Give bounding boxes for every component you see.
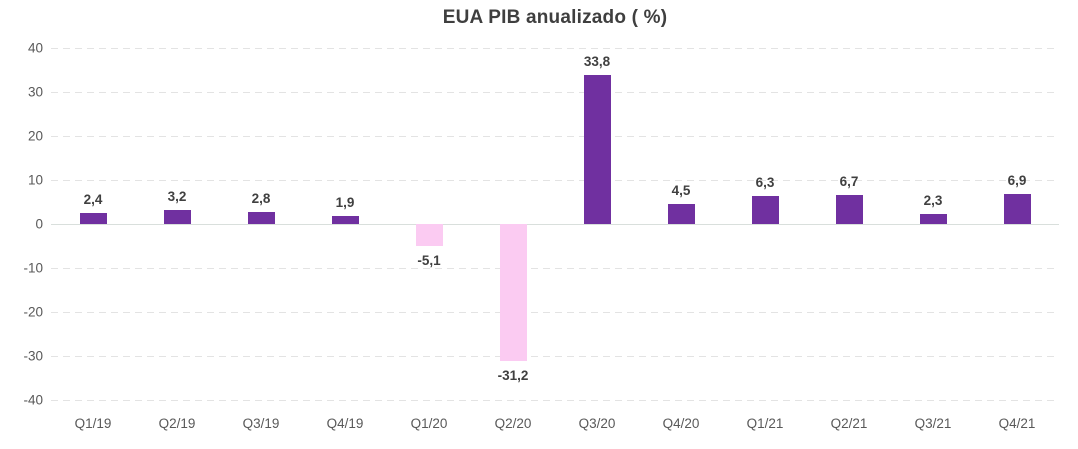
- gridline: [51, 268, 1059, 269]
- bar-Q4-20: [667, 204, 695, 224]
- bar-Q4-19: [331, 215, 359, 224]
- data-label: 4,5: [671, 183, 691, 199]
- gridline: [51, 92, 1059, 93]
- y-axis-tick-label: -10: [23, 260, 43, 276]
- x-axis-tick-label: Q3/20: [578, 416, 616, 431]
- x-axis-tick-label: Q3/21: [914, 416, 952, 431]
- bar-Q4-21: [1003, 193, 1031, 224]
- bar-Q3-21: [919, 213, 947, 224]
- gridline: [51, 312, 1059, 313]
- data-label: 6,9: [1007, 172, 1027, 188]
- bar-Q1-21: [751, 196, 779, 224]
- data-label: 6,3: [755, 175, 775, 191]
- x-axis-tick-label: Q2/20: [494, 416, 532, 431]
- y-axis-tick-label: 20: [27, 128, 43, 144]
- bar-Q3-19: [247, 211, 275, 224]
- x-axis-tick-label: Q4/19: [326, 416, 364, 431]
- bar-Q2-19: [163, 209, 191, 224]
- bar-Q2-21: [835, 194, 863, 224]
- bar-Q1-20: [415, 224, 443, 247]
- gridline: [51, 180, 1059, 181]
- y-axis-tick-label: 30: [27, 84, 43, 100]
- y-axis-tick-label: 40: [27, 40, 43, 56]
- data-label: 2,4: [83, 192, 103, 208]
- bar-Q2-20: [499, 224, 527, 362]
- y-axis-tick-label: -20: [23, 304, 43, 320]
- y-axis-tick-label: -40: [23, 392, 43, 408]
- data-label: 3,2: [167, 188, 187, 204]
- y-axis-tick-label: 10: [27, 172, 43, 188]
- x-axis-tick-label: Q2/21: [830, 416, 868, 431]
- x-axis-tick-label: Q3/19: [242, 416, 280, 431]
- x-axis-tick-label: Q1/21: [746, 416, 784, 431]
- y-axis-tick-label: 0: [35, 216, 43, 232]
- bar-Q3-20: [583, 75, 611, 224]
- gridline: [51, 136, 1059, 137]
- gridline: [51, 356, 1059, 357]
- data-label: 6,7: [839, 173, 859, 189]
- data-label: -5,1: [417, 253, 441, 269]
- data-label: 1,9: [335, 194, 355, 210]
- x-axis-tick-label: Q4/20: [662, 416, 700, 431]
- data-label: 33,8: [583, 54, 611, 70]
- gridline: [51, 400, 1059, 401]
- data-label: -31,2: [497, 368, 529, 384]
- x-axis-tick-label: Q2/19: [158, 416, 196, 431]
- plot-area: 40 30 20 10 0 -10 -20 -30 -40 2,4 Q1/19 3,2 Q2/19 2,8…: [23, 41, 1059, 431]
- y-axis-tick-label: -30: [23, 348, 43, 364]
- data-label: 2,8: [251, 190, 271, 206]
- zero-axis-line: [51, 224, 1059, 225]
- x-axis-tick-label: Q1/20: [410, 416, 448, 431]
- bar-Q1-19: [79, 213, 107, 224]
- data-label: 2,3: [923, 192, 943, 208]
- x-axis-tick-label: Q1/19: [74, 416, 112, 431]
- chart-title: EUA PIB anualizado ( %): [442, 7, 668, 28]
- x-axis-tick-label: Q4/21: [998, 416, 1036, 431]
- gridline: [51, 48, 1059, 49]
